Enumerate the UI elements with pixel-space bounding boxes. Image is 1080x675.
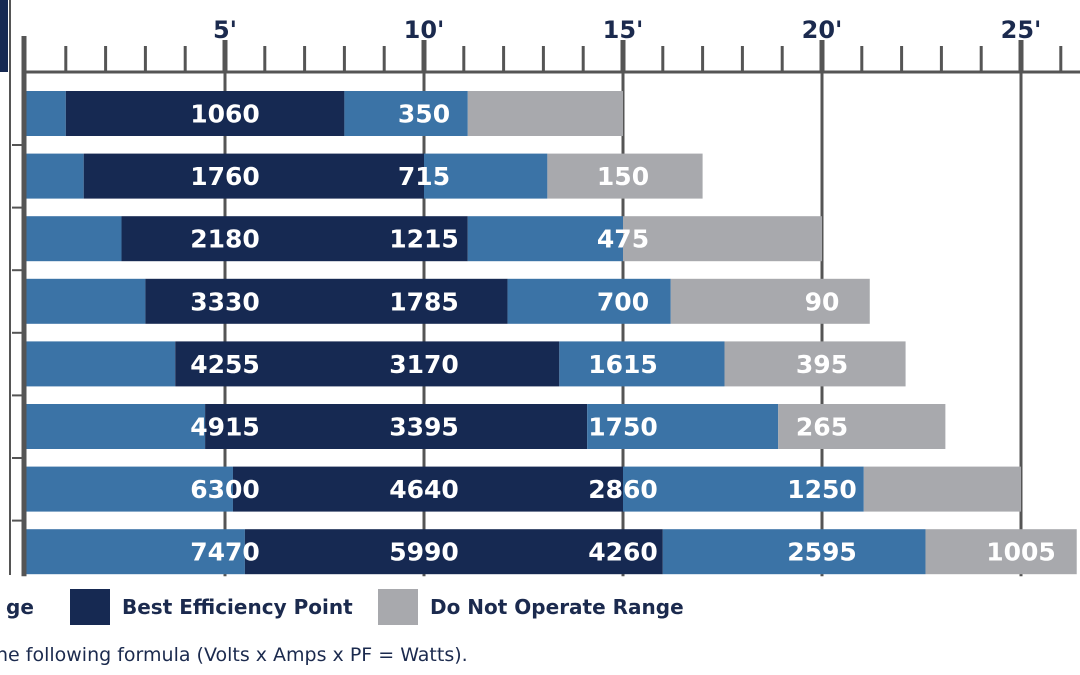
legend-best-efficiency-label: Best Efficiency Point bbox=[122, 595, 353, 619]
bar-segment-operating-range bbox=[26, 278, 146, 324]
bar-segment-best-efficiency-point bbox=[83, 153, 425, 199]
legend-do-not-operate: Do Not Operate Range bbox=[378, 588, 684, 626]
data-label: 7470 bbox=[190, 538, 260, 567]
data-label: 3170 bbox=[389, 350, 459, 379]
bar-segment-best-efficiency-point bbox=[121, 216, 468, 262]
pump-performance-chart: 1060 350 1760 715 150 2180 1215 475 3330 1785 700 9… bbox=[0, 0, 1080, 577]
bar-segment-best-efficiency-point bbox=[175, 341, 560, 387]
bar-segment-do-not-operate-range bbox=[925, 529, 1077, 575]
data-label: 1760 bbox=[190, 162, 260, 191]
top-left-legend-swatch bbox=[0, 0, 8, 72]
data-label: 4260 bbox=[588, 538, 658, 567]
data-label: 715 bbox=[398, 162, 450, 191]
legend-swatch-do-not-operate bbox=[378, 589, 418, 625]
bar-segment-operating-range bbox=[467, 216, 623, 262]
data-label: 5990 bbox=[389, 538, 459, 567]
data-label: 1060 bbox=[190, 100, 260, 129]
data-label: 90 bbox=[805, 287, 840, 316]
bar-segment-best-efficiency-point bbox=[232, 466, 623, 512]
legend-operating-range-label: ge bbox=[6, 595, 34, 619]
bar-segment-do-not-operate-range bbox=[670, 278, 870, 324]
data-label: 2180 bbox=[190, 225, 260, 254]
bar-segment-do-not-operate-range bbox=[863, 466, 1021, 512]
bar-segment-operating-range bbox=[587, 404, 779, 449]
bar-segment-best-efficiency-point bbox=[65, 91, 345, 136]
data-label: 4640 bbox=[389, 475, 459, 504]
bar-segment-operating-range bbox=[26, 153, 84, 199]
legend-best-efficiency-point: Best Efficiency Point bbox=[70, 588, 353, 626]
bar-segment-operating-range bbox=[507, 278, 671, 324]
data-label: 395 bbox=[796, 350, 848, 379]
data-label: 1005 bbox=[986, 538, 1056, 567]
bar-segment-operating-range bbox=[623, 466, 864, 512]
bar-segment-do-not-operate-range bbox=[623, 216, 822, 262]
data-label: 1215 bbox=[389, 225, 459, 254]
bar-segment-operating-range bbox=[26, 341, 176, 387]
legend-swatch-best-efficiency bbox=[70, 589, 110, 625]
bar-segment-best-efficiency-point bbox=[244, 529, 663, 575]
bar-segment-operating-range bbox=[26, 404, 206, 449]
data-label: 4255 bbox=[190, 350, 260, 379]
footnote-formula: he following formula (Volts x Amps x PF … bbox=[0, 644, 468, 666]
x-tick-label: 5' bbox=[213, 16, 237, 44]
data-label: 1785 bbox=[389, 287, 459, 316]
data-label: 4915 bbox=[190, 413, 260, 442]
x-tick-label: 25' bbox=[1001, 16, 1042, 44]
bar-segment-operating-range bbox=[26, 529, 245, 575]
data-label: 150 bbox=[597, 162, 649, 191]
data-label: 2860 bbox=[588, 475, 658, 504]
data-label: 1615 bbox=[588, 350, 658, 379]
data-label: 2595 bbox=[787, 538, 857, 567]
data-label: 265 bbox=[796, 413, 848, 442]
data-label: 475 bbox=[597, 225, 649, 254]
bar-segment-do-not-operate-range bbox=[547, 153, 703, 199]
bar-segment-operating-range bbox=[662, 529, 926, 575]
x-tick-label: 10' bbox=[404, 16, 445, 44]
bar-segment-operating-range bbox=[26, 466, 233, 512]
bar-segment-do-not-operate-range bbox=[778, 404, 946, 449]
x-tick-label: 20' bbox=[802, 16, 843, 44]
bar-segment-operating-range bbox=[424, 153, 548, 199]
legend-do-not-operate-label: Do Not Operate Range bbox=[430, 595, 684, 619]
bar-segment-best-efficiency-point bbox=[145, 278, 508, 324]
data-label: 6300 bbox=[190, 475, 260, 504]
x-tick-label: 15' bbox=[603, 16, 644, 44]
data-label: 3330 bbox=[190, 287, 260, 316]
labels-layer: 1060 350 1760 715 150 2180 1215 475 3330 1785 700 9… bbox=[190, 100, 1056, 567]
data-label: 350 bbox=[398, 100, 450, 129]
data-label: 1250 bbox=[787, 475, 857, 504]
bar-segment-do-not-operate-range bbox=[467, 91, 623, 136]
bar-segment-operating-range bbox=[559, 341, 725, 387]
bar-segment-do-not-operate-range bbox=[724, 341, 906, 387]
legend-operating-range: ge bbox=[0, 588, 34, 626]
bar-segment-best-efficiency-point bbox=[205, 404, 588, 449]
bar-segment-operating-range bbox=[344, 91, 468, 136]
data-label: 700 bbox=[597, 287, 649, 316]
axis-layer: 5' 10' 15' 20' 25' bbox=[21, 16, 1080, 577]
bar-segment-operating-range bbox=[26, 91, 66, 136]
bar-segment-operating-range bbox=[26, 216, 122, 262]
bars-layer bbox=[26, 91, 1077, 575]
data-label: 1750 bbox=[588, 413, 658, 442]
data-label: 3395 bbox=[389, 413, 459, 442]
